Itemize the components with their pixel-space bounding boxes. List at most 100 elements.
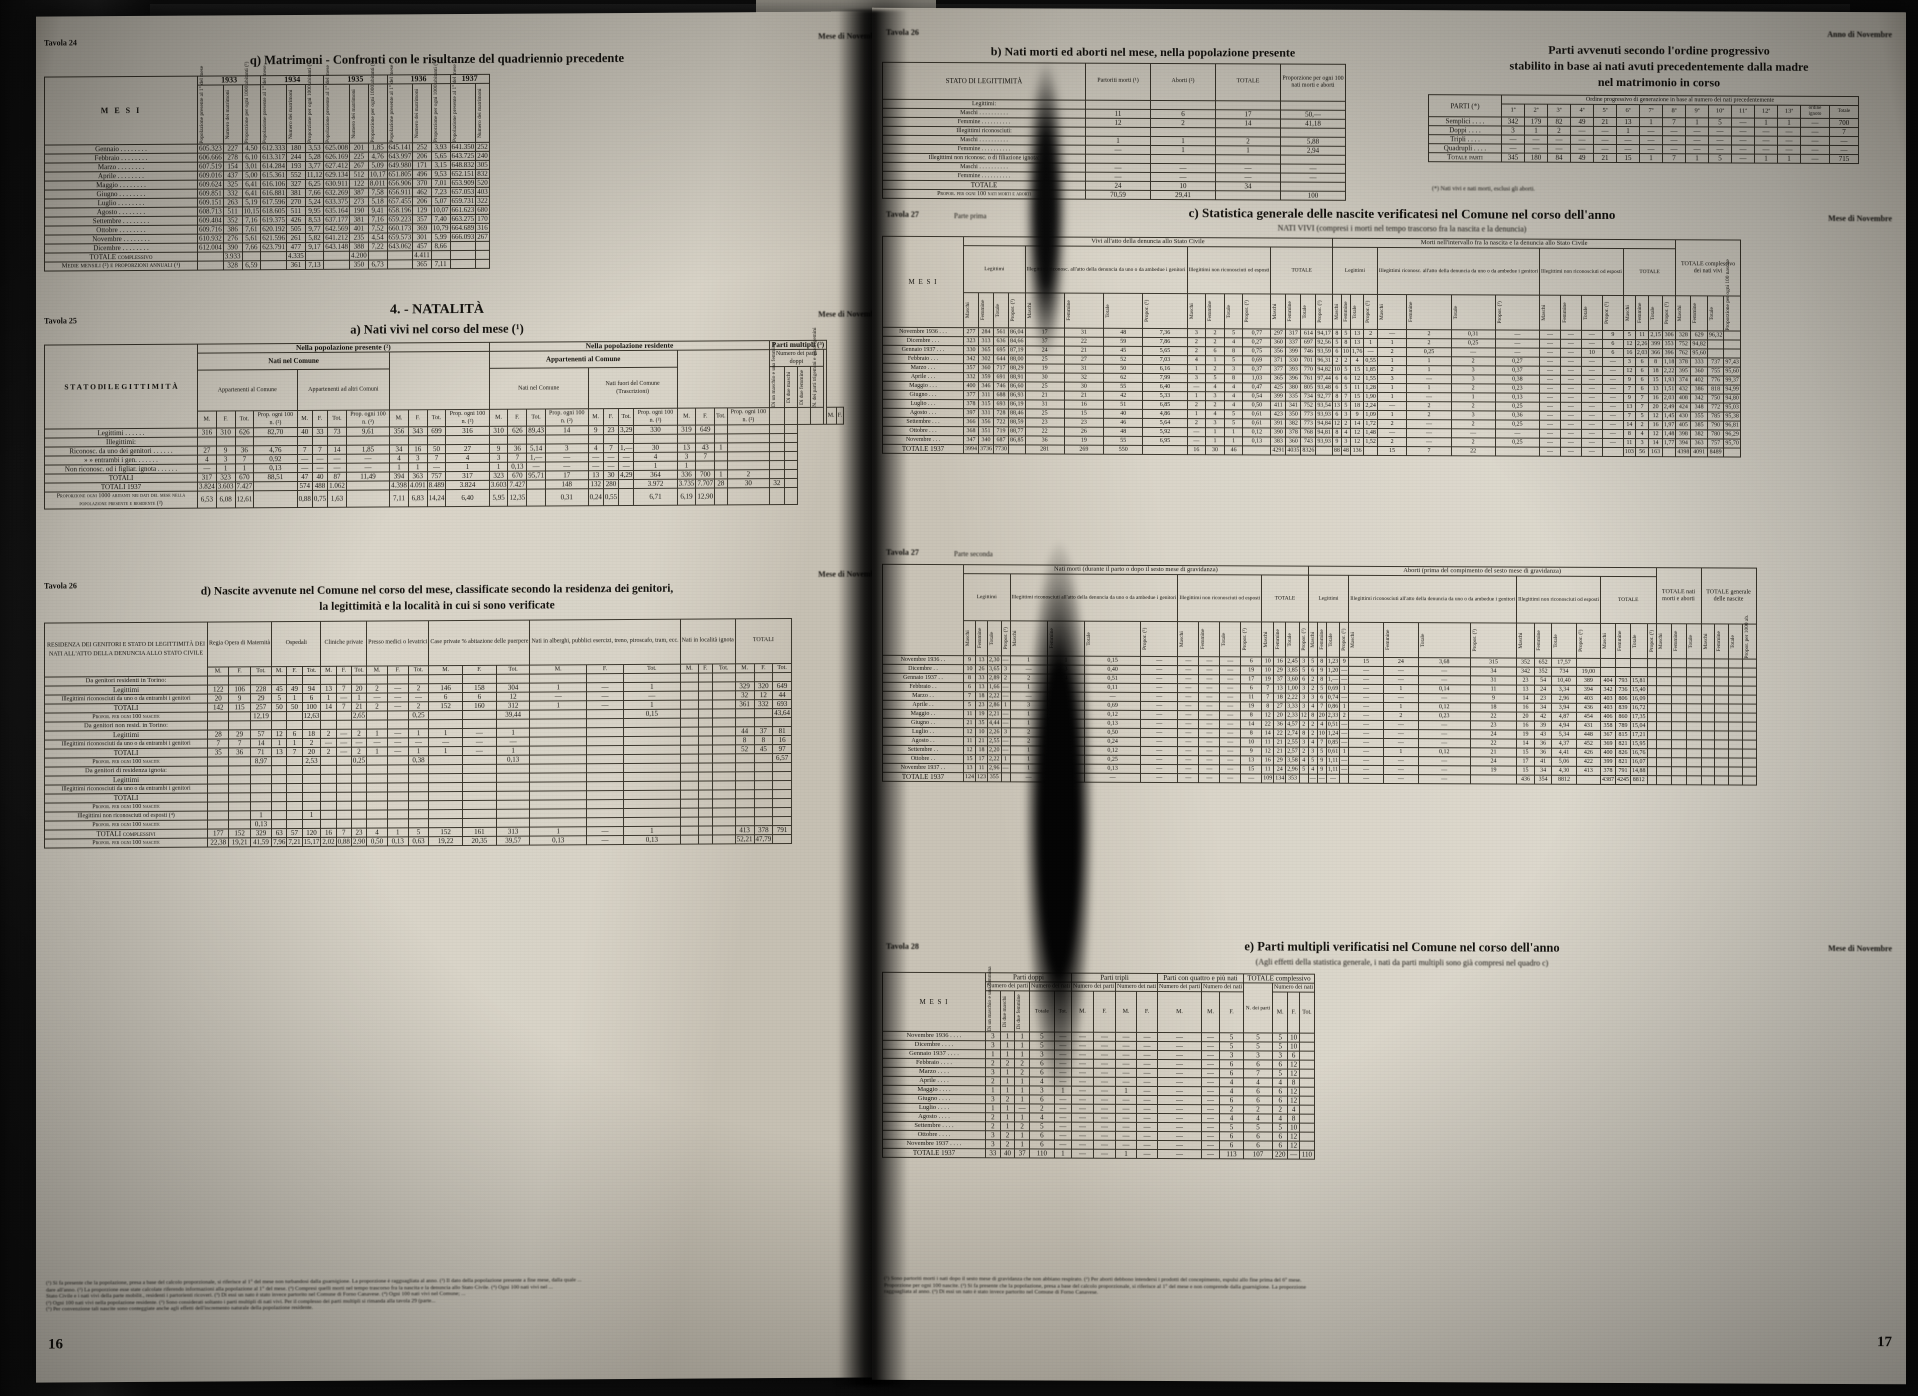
- value-cell: [1742, 704, 1756, 714]
- value-cell: 2: [351, 747, 367, 757]
- value-cell: [387, 782, 409, 792]
- value-cell: 3,58: [1285, 756, 1300, 766]
- value-cell: 6: [1635, 375, 1649, 385]
- value-cell: —: [1140, 656, 1178, 666]
- value-cell: 6: [1332, 374, 1342, 384]
- stato-label: Non riconosc. od i figliar. ignota . . .…: [44, 464, 198, 475]
- value-cell: 19: [1470, 765, 1517, 776]
- value-cell: 315: [1470, 657, 1517, 668]
- value-cell: [754, 807, 773, 817]
- value-cell: 19: [1240, 665, 1262, 675]
- value-cell: 832: [475, 169, 490, 179]
- value-cell: 12: [1287, 1141, 1300, 1151]
- value-cell: [286, 774, 303, 784]
- total-cell: —: [1287, 1150, 1300, 1160]
- value-cell: 1: [1014, 1130, 1030, 1140]
- value-cell: 13: [1350, 329, 1364, 339]
- value-cell: [735, 780, 755, 790]
- value-cell: —: [1406, 419, 1452, 429]
- value-cell: —: [1377, 428, 1407, 438]
- value-cell: 4: [1287, 1105, 1300, 1115]
- value-cell: 2: [1341, 419, 1351, 429]
- value-cell: —: [1560, 393, 1582, 403]
- value-cell: [1728, 667, 1743, 678]
- value-cell: 4: [1243, 1113, 1273, 1123]
- value-cell: 6,41: [242, 188, 261, 198]
- value-cell: 408: [1675, 393, 1691, 403]
- total-cell: —: [1731, 153, 1755, 164]
- row-label: Propor. per ogni 100 nascite: [44, 838, 208, 849]
- nascite-localita-table: RESIDENZA DEI GENITORI E STATO DI LEGITT…: [44, 618, 792, 849]
- value-cell: —: [1177, 755, 1199, 765]
- value-cell: 2,15: [1648, 330, 1663, 340]
- mf-label: M.: [1157, 991, 1202, 1033]
- value-cell: 95,71: [526, 471, 546, 481]
- value-cell: [727, 460, 770, 470]
- value-cell: [754, 816, 773, 826]
- value-cell: 36: [228, 747, 251, 757]
- value-cell: 6: [302, 693, 321, 703]
- value-cell: 5,99: [431, 232, 450, 242]
- value-cell: 6: [1205, 346, 1225, 356]
- value-cell: 1: [428, 728, 463, 738]
- value-cell: [1701, 694, 1715, 704]
- value-cell: 4: [1243, 1077, 1273, 1087]
- value-cell: [351, 792, 367, 802]
- group-header: Cliniche private: [320, 621, 367, 667]
- col-label: Popolazione presente al 1° del mese: [197, 66, 224, 145]
- vertical-col-label: Maschi: [1677, 305, 1684, 322]
- vertical-col-label: Propor. (¹): [1648, 629, 1655, 653]
- value-cell: 41: [1534, 757, 1552, 767]
- value-cell: [228, 801, 251, 811]
- value-cell: 34: [1534, 766, 1552, 776]
- value-cell: 1,77: [1662, 438, 1676, 448]
- value-cell: 252: [475, 142, 490, 152]
- value-cell: 305: [475, 160, 490, 170]
- value-cell: 6: [1243, 1095, 1273, 1105]
- value-cell: —: [1547, 144, 1571, 154]
- prop-cell: 100: [1280, 191, 1346, 201]
- value-cell: 160: [462, 701, 497, 711]
- value-cell: 512: [349, 170, 369, 180]
- total-cell: [1299, 774, 1309, 784]
- value-cell: 1: [1339, 702, 1349, 712]
- value-cell: [1723, 348, 1741, 359]
- vertical-col-label: Propor. (¹): [1496, 301, 1503, 324]
- value-cell: 454: [1576, 712, 1601, 722]
- value-cell: [754, 753, 773, 763]
- value-cell: 2: [302, 738, 321, 748]
- vertical-col-label: Numero dei matrimoni: [351, 88, 357, 139]
- value-cell: [1656, 712, 1671, 722]
- value-cell: 6,83: [408, 489, 428, 507]
- order-col-2: 2ª: [1524, 104, 1548, 118]
- value-cell: 1: [271, 738, 287, 748]
- value-cell: 623.791: [260, 242, 287, 252]
- value-cell: 2,96: [987, 763, 1001, 773]
- total-cell: —: [1240, 773, 1262, 783]
- value-cell: 55: [1103, 382, 1143, 392]
- value-cell: 8: [1299, 729, 1309, 739]
- value-cell: [714, 433, 728, 443]
- value-cell: —: [1177, 719, 1199, 729]
- value-cell: —: [1115, 1140, 1137, 1150]
- value-cell: 643.997: [387, 151, 413, 161]
- value-cell: 5: [1219, 1041, 1244, 1051]
- total-cell: 7: [1662, 153, 1686, 163]
- value-cell: [428, 818, 463, 828]
- total-cell: 124: [963, 772, 976, 782]
- value-cell: —: [1093, 1086, 1116, 1096]
- parti-label: Doppi . . . .: [1428, 125, 1502, 135]
- value-cell: —: [1602, 438, 1624, 448]
- value-cell: 332: [223, 188, 242, 198]
- value-cell: [680, 727, 699, 737]
- value-cell: 9: [588, 425, 604, 435]
- value-cell: —: [1593, 126, 1617, 136]
- value-cell: 752: [1675, 339, 1691, 349]
- value-cell: 71: [250, 747, 272, 757]
- mf-label: Femmine: [1341, 294, 1351, 330]
- value-cell: 4: [1635, 429, 1649, 439]
- value-cell: 97,44: [1315, 374, 1333, 384]
- value-cell: —: [1085, 163, 1151, 173]
- value-cell: [1671, 667, 1686, 677]
- value-cell: 2: [1635, 420, 1649, 430]
